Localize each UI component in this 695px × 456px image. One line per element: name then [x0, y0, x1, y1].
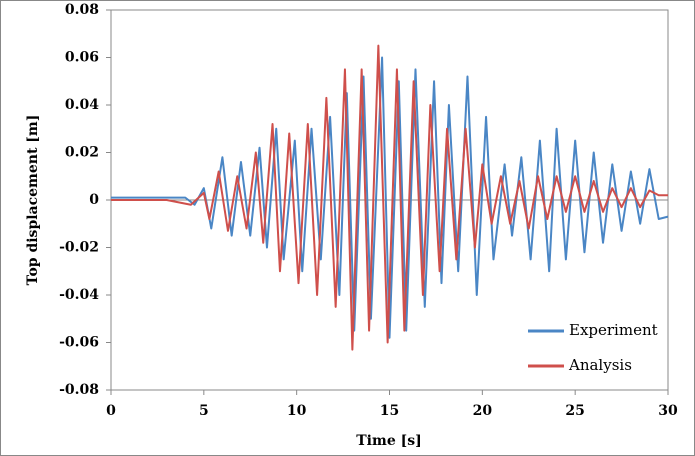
x-tick-label: 25	[565, 403, 584, 419]
y-tick-label: -0.08	[59, 382, 99, 398]
y-tick-label: -0.06	[59, 335, 99, 351]
y-tick-label: 0.02	[65, 145, 99, 161]
legend-label: Analysis	[568, 356, 632, 374]
x-tick-label: 10	[287, 403, 307, 419]
x-tick-label: 15	[380, 403, 399, 419]
x-axis-title: Time [s]	[356, 433, 421, 449]
y-tick-label: -0.04	[59, 287, 99, 303]
legend-label: Experiment	[569, 321, 658, 339]
y-tick-label: 0.08	[65, 2, 99, 18]
x-tick-label: 30	[658, 403, 678, 419]
x-tick-label: 5	[199, 403, 209, 419]
y-tick-label: 0.06	[65, 50, 99, 66]
y-tick-label: 0.04	[65, 97, 99, 113]
x-tick-label: 20	[473, 403, 493, 419]
series-line	[111, 44, 668, 351]
y-axis-title: Top displacement [m]	[25, 115, 41, 286]
y-tick-label: -0.02	[59, 240, 99, 256]
x-tick-label: 0	[106, 403, 116, 419]
y-tick-label: 0	[89, 192, 99, 208]
